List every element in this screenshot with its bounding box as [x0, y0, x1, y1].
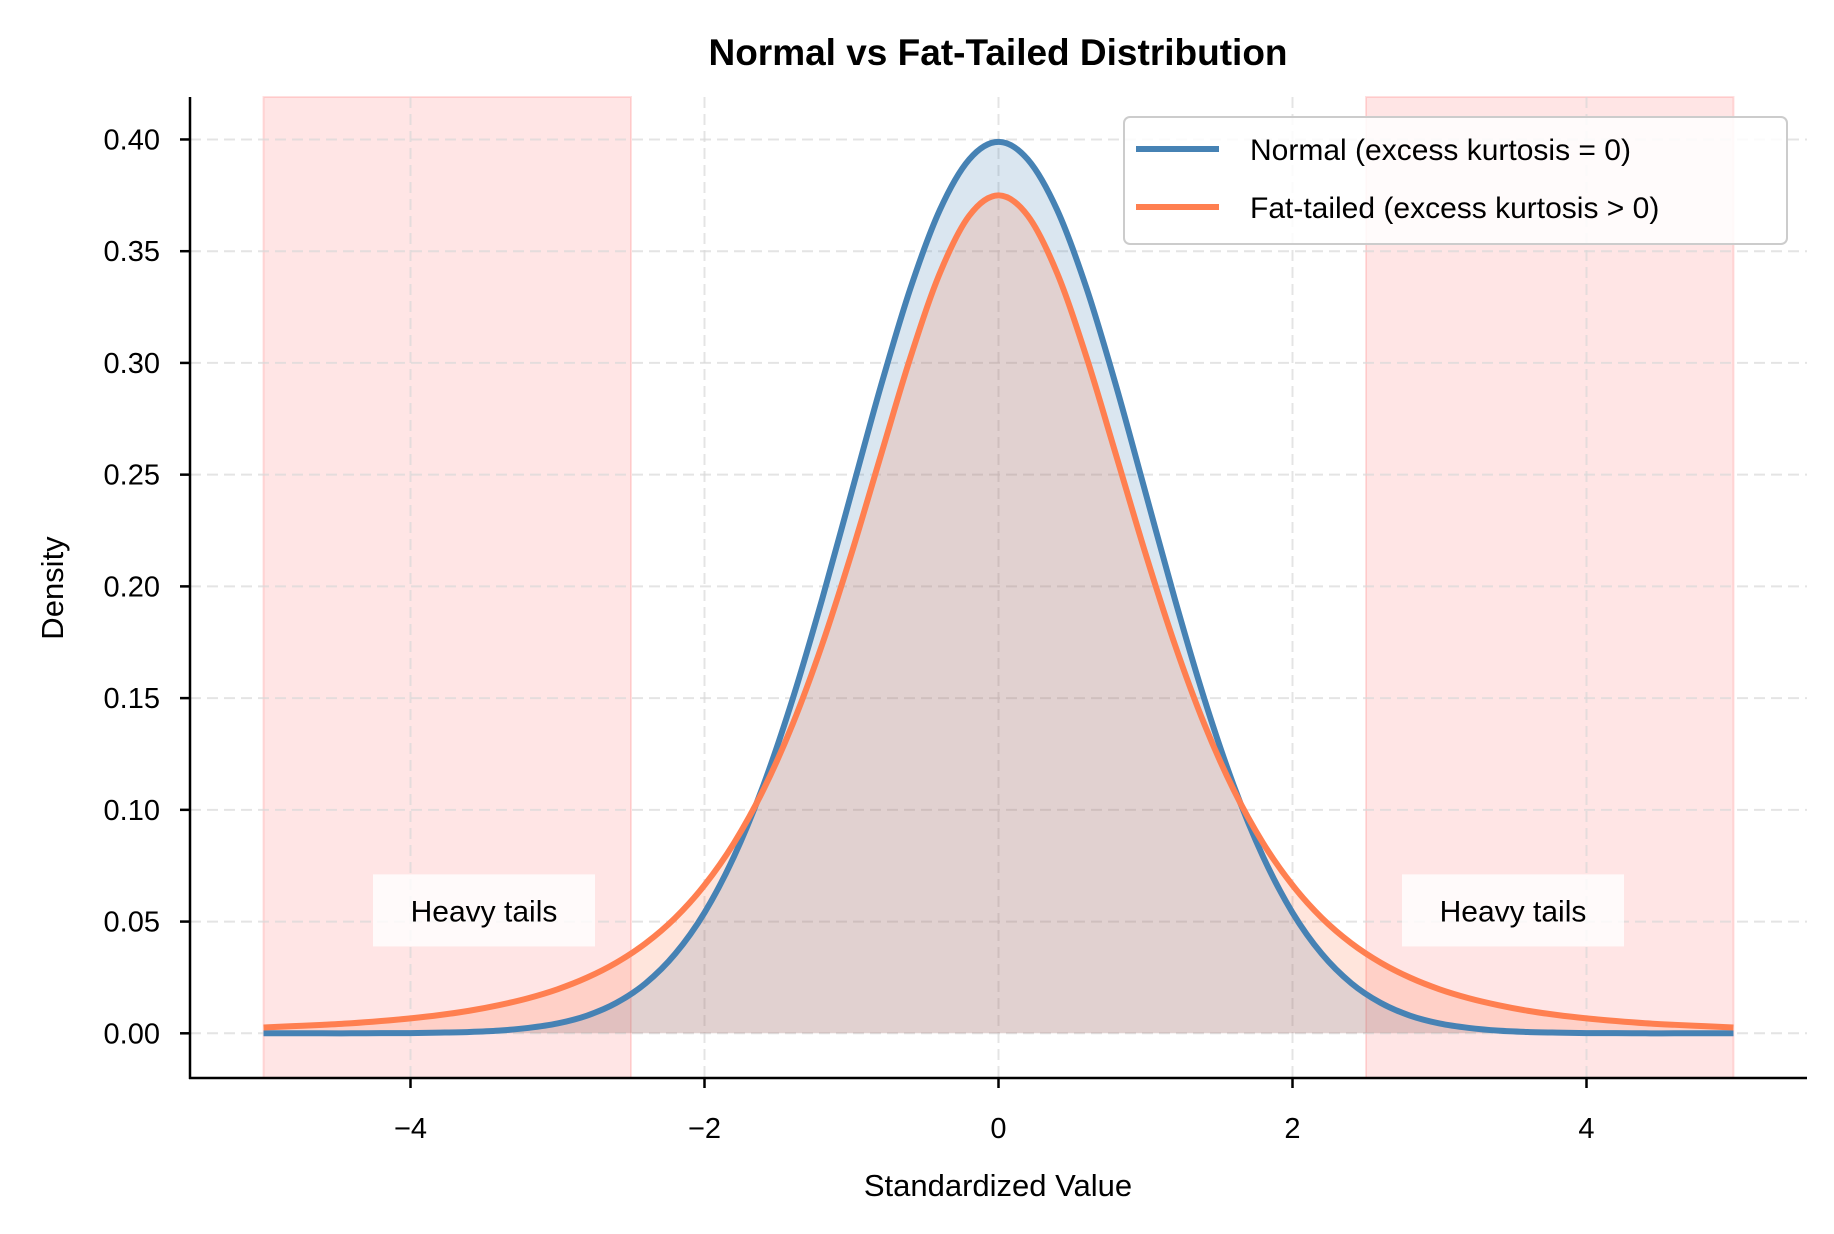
annotation-box-1 — [1402, 874, 1624, 947]
y-tick-label-4: 0.20 — [104, 571, 160, 603]
x-tick-label-4: 4 — [1578, 1113, 1594, 1145]
x-tick-label-1: −2 — [688, 1113, 721, 1145]
y-tick-label-3: 0.15 — [104, 683, 160, 715]
y-tick-label-7: 0.35 — [104, 236, 160, 268]
chart-title: Normal vs Fat-Tailed Distribution — [708, 32, 1287, 73]
legend-label-normal: Normal (excess kurtosis = 0) — [1250, 134, 1631, 167]
y-tick-label-8: 0.40 — [104, 124, 160, 156]
legend: Normal (excess kurtosis = 0) Fat-tailed … — [1123, 116, 1788, 245]
x-axis-label: Standardized Value — [864, 1168, 1132, 1203]
annotation-box-0 — [373, 874, 595, 947]
legend-label-fat-tailed: Fat-tailed (excess kurtosis > 0) — [1250, 192, 1659, 225]
y-tick-label-0: 0.00 — [104, 1018, 160, 1050]
x-tick-label-0: −4 — [394, 1113, 427, 1145]
y-tick-label-2: 0.10 — [104, 795, 160, 827]
series-fill-0 — [263, 141, 1734, 1034]
legend-box — [1123, 116, 1788, 245]
series-line-0 — [263, 138, 1734, 1037]
y-tick-label-5: 0.25 — [104, 460, 160, 492]
series-fill-1 — [263, 195, 1734, 1034]
axes: 0.00 0.05 0.10 0.15 0.20 0.25 0.30 0.35 0.40 −4 −2… — [104, 97, 1807, 1145]
annotations: Heavy tails Heavy tails — [373, 874, 1624, 947]
area-fills — [263, 141, 1734, 1034]
x-tick-label-3: 2 — [1284, 1113, 1300, 1145]
annotation-label-1: Heavy tails — [1440, 895, 1587, 928]
series-lines — [263, 138, 1734, 1037]
y-tick-label-6: 0.30 — [104, 348, 160, 380]
y-axis-label: Density — [35, 536, 70, 640]
y-tick-label-1: 0.05 — [104, 907, 160, 939]
x-tick-label-2: 0 — [990, 1113, 1006, 1145]
annotation-label-0: Heavy tails — [411, 895, 558, 928]
series-line-1 — [263, 192, 1734, 1031]
